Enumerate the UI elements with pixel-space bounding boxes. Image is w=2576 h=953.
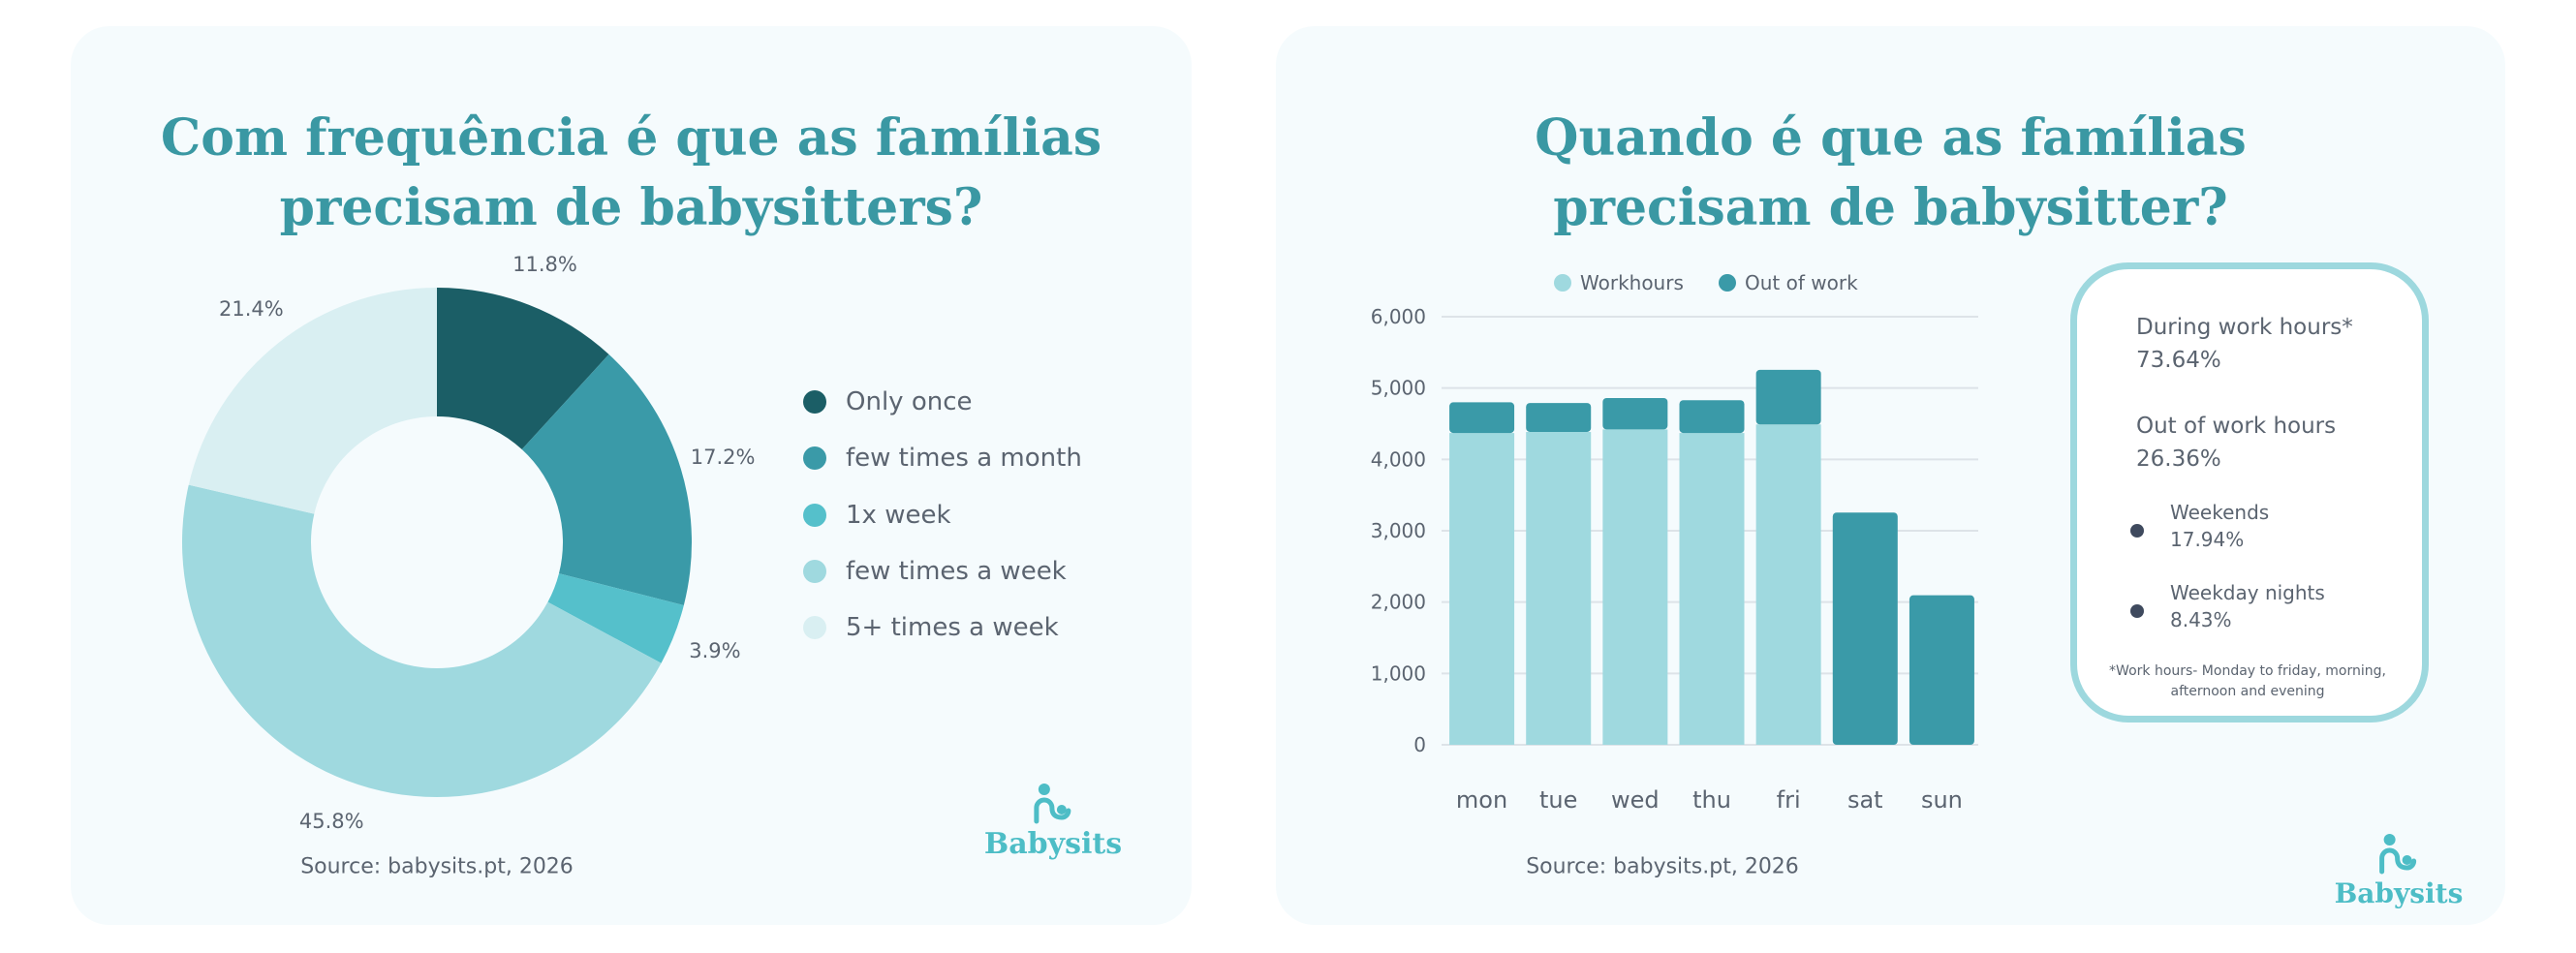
donut-slice-2 [547,573,684,663]
bar-out-of-work [1909,595,1974,745]
left-title: Com frequência é que as famílias precisa… [71,104,1192,243]
donut-label: 11.8% [512,252,577,276]
right-title-line1: Quando é que as famílias [1535,108,2247,168]
legend-dot-icon [803,559,826,583]
y-tick-label: 5,000 [1371,377,1426,400]
legend-label: few times a month [846,444,1082,474]
x-tick-label: wed [1611,786,1660,814]
donut-label: 17.2% [690,445,756,469]
bar-workhours [1449,433,1515,745]
y-tick-label: 6,000 [1371,305,1426,328]
y-tick-label: 4,000 [1371,447,1426,471]
y-tick-label: 1,000 [1371,661,1426,685]
x-tick-label: sun [1921,786,1963,814]
legend-label: Out of work [1745,271,1858,294]
legend-dot-icon [803,616,826,640]
legend-item: Only once [803,387,973,416]
left-source: Source: babysits.pt, 2026 [300,854,574,879]
donut-slice-0 [437,288,609,450]
x-tick-label: fri [1777,786,1801,814]
x-tick-label: tue [1539,786,1577,814]
nights-label: Weekday nights [2170,581,2325,604]
babysits-logo-icon [2379,834,2417,875]
legend-dot-icon [803,503,826,527]
out-label: Out of work hours [2136,414,2337,439]
weekends-label: Weekends [2170,501,2270,524]
right-logo: Babysits [2335,833,2463,908]
during-label: During work hours* [2136,315,2353,340]
left-logo: Babysits [984,783,1122,860]
legend-item: 5+ times a week [803,613,1059,642]
out-value: 26.36% [2136,446,2221,472]
x-tick-label: mon [1456,786,1507,814]
legend-label: few times a week [846,556,1067,586]
legend-dot-icon [803,446,826,471]
bar-out-of-work [1832,512,1898,745]
donut-label: 21.4% [218,296,284,321]
right-title: Quando é que as famílias precisam de bab… [1276,104,2505,243]
legend-dot-icon [1554,274,1571,292]
x-tick-label: sat [1847,786,1883,814]
legend-dot-icon [803,390,826,414]
y-tick-label: 2,000 [1371,591,1426,614]
left-title-line1: Com frequência é que as famílias [160,108,1102,168]
legend-label: 5+ times a week [846,613,1059,643]
during-value: 73.64% [2136,348,2221,373]
donut-slice-4 [188,288,437,514]
bar-out-of-work [1679,400,1745,434]
legend-label: 1x week [846,500,951,530]
bar-workhours [1526,431,1592,745]
legend-item: 1x week [803,501,951,530]
legend-item: few times a month [803,444,1082,473]
weekends-bullet-icon [2130,524,2144,538]
bar-chart: 0 1,000 2,000 3,000 4,000 5,000 6,000 mon tue wed… [1371,271,1978,814]
bar-out-of-work [1526,403,1592,432]
donut-label: 45.8% [298,810,364,834]
bar-out-of-work [1602,397,1668,430]
legend-item: few times a week [803,557,1067,586]
donut-slice-3 [181,484,662,798]
y-tick-label: 3,000 [1371,519,1426,542]
bar-out-of-work [1449,402,1515,434]
x-tick-label: thu [1692,786,1731,814]
bar-out-of-work [1755,369,1821,425]
nights-value: 8.43% [2170,608,2232,631]
donut-chart [181,288,693,798]
weekends-value: 17.94% [2170,528,2245,551]
y-tick-label: 0 [1413,733,1426,756]
right-title-line2: precisam de babysitter? [1553,178,2228,237]
legend-label: Only once [846,387,973,416]
legend-label: Workhours [1580,271,1684,294]
right-source: Source: babysits.pt, 2026 [1526,854,1799,879]
babysits-logo-icon [1034,784,1071,824]
nights-bullet-icon [2130,604,2144,618]
summary-box [2070,262,2429,722]
bar-workhours [1602,429,1668,745]
footnote: *Work hours- Monday to friday, morning, … [2109,663,2386,699]
left-title-line2: precisam de babysitters? [279,178,983,237]
bar-workhours [1755,424,1821,745]
donut-slice-1 [521,354,693,605]
donut-label: 3.9% [689,638,741,662]
bar-workhours [1679,433,1745,745]
legend-dot-icon [1719,274,1736,292]
